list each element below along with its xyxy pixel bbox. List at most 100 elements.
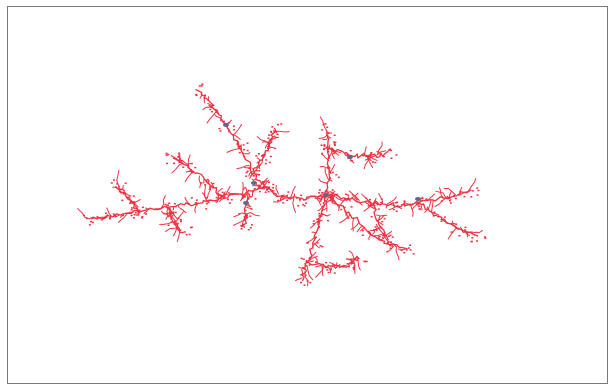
cluster-particle: [370, 152, 373, 154]
cluster-twig: [290, 185, 296, 198]
cluster-twig: [237, 142, 245, 157]
cluster-twig: [395, 246, 400, 261]
cluster-particle: [194, 166, 197, 169]
cluster-particle: [476, 194, 479, 196]
cluster-particle: [120, 191, 123, 194]
cluster-particle: [200, 182, 203, 184]
cluster-particle: [250, 174, 253, 177]
cluster-twig: [347, 198, 352, 202]
cluster-twig: [210, 181, 215, 189]
cluster-twig: [431, 199, 434, 213]
cluster-particle: [252, 190, 255, 193]
cluster-particle: [321, 192, 324, 194]
seed-marker-5: [415, 197, 421, 201]
cluster-twig: [246, 205, 252, 208]
cluster-twig: [308, 259, 314, 263]
cluster-particle: [133, 217, 135, 219]
cluster-particle: [452, 224, 455, 227]
cluster-particle: [318, 192, 321, 194]
cluster-particle: [243, 148, 246, 151]
cluster-particle: [327, 166, 329, 168]
cluster-twig: [388, 204, 399, 211]
cluster-particle: [141, 217, 143, 219]
cluster-particle: [309, 256, 312, 258]
cluster-particle: [345, 152, 348, 154]
cluster-particle: [464, 229, 467, 231]
cluster-particle: [253, 187, 256, 190]
cluster-particle: [268, 134, 271, 136]
cluster-twig: [226, 147, 241, 153]
cluster-particle: [396, 201, 399, 203]
cluster-particle: [412, 253, 415, 255]
cluster-twig: [332, 148, 336, 152]
cluster-twig: [305, 236, 316, 244]
cluster-twig: [272, 196, 287, 203]
cluster-twig: [348, 190, 360, 202]
cluster-twig: [143, 210, 148, 215]
cluster-particle: [276, 133, 279, 136]
cluster-particle: [440, 220, 443, 222]
cluster-particle: [280, 123, 283, 125]
cluster-particle: [319, 194, 322, 196]
cluster-twig: [318, 178, 329, 185]
cluster-branch-0: [195, 88, 268, 189]
cluster-twig: [274, 130, 290, 133]
cluster-particle: [247, 228, 250, 231]
cluster-twig: [224, 193, 240, 196]
cluster-particle: [449, 202, 452, 204]
cluster-particle: [329, 177, 332, 179]
cluster-particle: [349, 159, 352, 162]
cluster-seed-markers: [223, 123, 421, 205]
cluster-particle: [325, 261, 328, 264]
cluster-twig: [275, 185, 280, 195]
cluster-twig: [324, 168, 330, 181]
cluster-twig: [292, 193, 296, 199]
cluster-particle: [183, 231, 186, 233]
cluster-particle: [369, 198, 371, 201]
cluster-particle: [230, 199, 233, 201]
cluster-twig: [198, 175, 202, 189]
cluster-twig: [128, 198, 140, 213]
cluster-particle: [370, 216, 373, 218]
cluster-twig: [119, 214, 124, 218]
cluster-particle: [297, 205, 300, 207]
cluster-particle: [347, 194, 350, 196]
cluster-particle: [390, 157, 393, 159]
cluster-particle: [215, 111, 218, 114]
cluster-particle: [176, 222, 179, 225]
cluster-particle: [134, 212, 137, 214]
cluster-particle: [425, 199, 428, 202]
cluster-particle: [248, 167, 251, 169]
cluster-particle: [282, 198, 285, 200]
cluster-particle: [177, 156, 180, 158]
cluster-particle: [320, 144, 323, 146]
cluster-twig: [459, 226, 464, 231]
cluster-twig: [231, 133, 241, 140]
cluster-twig: [377, 236, 382, 241]
cluster-twig: [121, 185, 124, 191]
dla-cluster-drawing: [76, 83, 487, 287]
cluster-particle: [448, 196, 451, 198]
cluster-twig: [172, 217, 181, 230]
cluster-particle: [114, 215, 117, 217]
cluster-particle: [390, 149, 393, 152]
cluster-twig: [279, 196, 283, 201]
cluster-particle: [333, 195, 336, 197]
cluster-particle: [282, 202, 285, 204]
cluster-twig: [392, 243, 397, 247]
cluster-particle: [124, 182, 127, 184]
cluster-particle: [258, 174, 261, 176]
cluster-particle: [331, 196, 334, 199]
cluster-twig: [458, 186, 463, 195]
cluster-particle: [484, 236, 486, 238]
cluster-twig: [203, 97, 206, 104]
cluster-twig: [309, 219, 320, 229]
cluster-twig: [364, 154, 377, 161]
cluster-particle: [321, 152, 324, 155]
cluster-particle: [403, 201, 406, 203]
cluster-particle: [270, 130, 272, 133]
cluster-particle: [352, 267, 355, 269]
cluster-twig: [331, 264, 348, 268]
cluster-twig: [232, 123, 243, 136]
cluster-particle: [471, 236, 474, 239]
